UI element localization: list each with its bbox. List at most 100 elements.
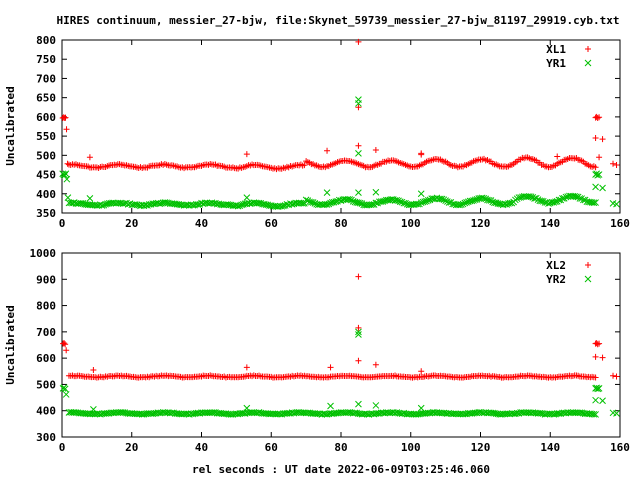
yr1-point [379, 198, 387, 205]
yr1-point [100, 201, 108, 209]
xl2-point [418, 368, 425, 375]
yr2-point [61, 385, 69, 393]
xl1-point [599, 136, 606, 143]
xl2-point [610, 372, 617, 379]
yr1-point [234, 202, 242, 210]
yr1-point [301, 200, 308, 207]
yr2-point [595, 385, 603, 392]
yr1-point [337, 197, 345, 204]
xl1-point [301, 162, 308, 169]
yr1-point [527, 193, 535, 201]
yr1-point [355, 150, 362, 157]
xl1-point [355, 104, 362, 111]
x-tick-label: 140 [540, 441, 560, 454]
xl1-point [355, 142, 362, 149]
xl1-point [594, 115, 601, 122]
xl2-point [613, 373, 620, 380]
y-tick-label: 500 [36, 378, 56, 391]
legend-marker [585, 262, 591, 268]
xl1-point [243, 151, 250, 158]
yr1-point [421, 198, 429, 205]
yr1-point [592, 199, 599, 206]
yr1-point [62, 170, 70, 178]
x-tick-label: 80 [334, 217, 347, 230]
legend-marker [584, 275, 592, 283]
yr1-point [395, 197, 402, 205]
xl2-point [62, 341, 69, 348]
plot-frame [61, 252, 621, 438]
bottom-panel-ylabel: Uncalibrated [4, 305, 17, 384]
yr1-point [355, 100, 362, 107]
y-tick-label: 350 [36, 207, 56, 220]
xl1-points [59, 38, 620, 173]
yr2-point [613, 409, 620, 417]
legend-label: YR2 [546, 273, 566, 286]
yr1-point [573, 193, 580, 201]
y-tick-label: 750 [36, 53, 56, 66]
yr1-point [288, 200, 296, 208]
yr1-point [243, 194, 251, 201]
xl1-point [592, 164, 599, 171]
x-tick-label: 160 [610, 217, 630, 230]
y-tick-label: 600 [36, 111, 56, 124]
yr2-point [590, 410, 598, 418]
yr1-point [555, 196, 563, 204]
xl2-point [355, 324, 362, 331]
xl1-point [355, 38, 362, 45]
yr1-point [280, 202, 287, 210]
y-tick-label: 550 [36, 130, 56, 143]
yr2-point [599, 397, 606, 405]
xl2-point [596, 340, 603, 347]
xl1-point [592, 135, 599, 142]
y-tick-label: 450 [36, 169, 56, 182]
x-tick-label: 120 [471, 441, 491, 454]
yr2-point [592, 411, 599, 418]
yr1-point [590, 199, 598, 207]
yr1-point [440, 196, 448, 204]
yr1-point [414, 200, 422, 208]
yr2-point [355, 328, 362, 336]
yr1-point [311, 200, 319, 207]
bottom-panel-axes: 0 20 40 60 80 100 120 140 160 300 400 500 600 700 800 9… [30, 247, 630, 454]
yr2-point [417, 404, 425, 412]
x-tick-label: 40 [195, 217, 208, 230]
x-tick-label: 60 [265, 441, 278, 454]
yr1-point [471, 196, 479, 204]
yr1-point [323, 201, 331, 208]
yr1-point [503, 201, 511, 208]
legend-label: XL2 [546, 259, 566, 272]
x-tick-label: 160 [610, 441, 630, 454]
yr1-point [461, 199, 469, 207]
xl2-point [592, 374, 599, 381]
xl2-point [90, 366, 97, 373]
yr1-point [457, 201, 465, 208]
x-tick-label: 120 [471, 217, 491, 230]
yr1-point [580, 196, 587, 204]
yr1-point [417, 190, 425, 198]
yr1-point [442, 197, 449, 204]
x-tick-label: 20 [125, 217, 138, 230]
y-tick-label: 800 [36, 34, 56, 47]
yr1-point [86, 195, 94, 202]
yr1-point [559, 194, 566, 202]
y-tick-label: 400 [36, 405, 56, 418]
plot-frame [61, 39, 621, 214]
x-tick-label: 60 [265, 217, 278, 230]
xl1-point [62, 114, 69, 121]
xl1-point [64, 160, 71, 167]
xl2-point [355, 357, 362, 364]
x-tick-label: 0 [59, 441, 66, 454]
xl1-point [418, 151, 425, 158]
y-tick-label: 400 [36, 188, 56, 201]
x-tick-label: 0 [59, 217, 66, 230]
bottom-panel-xlabel: rel seconds : UT date 2022-06-09T03:25:4… [192, 463, 490, 476]
top-panel-axes: 0 20 40 60 80 100 120 140 160 350 400 450 500 550 600 6… [36, 34, 630, 230]
yr1-point [355, 189, 362, 196]
xl2-point [327, 364, 334, 371]
yr1-point [599, 184, 606, 192]
y-tick-label: 1000 [30, 247, 57, 260]
yr1-point [323, 189, 331, 196]
y-tick-label: 900 [36, 273, 56, 286]
y-tick-label: 600 [36, 352, 56, 365]
